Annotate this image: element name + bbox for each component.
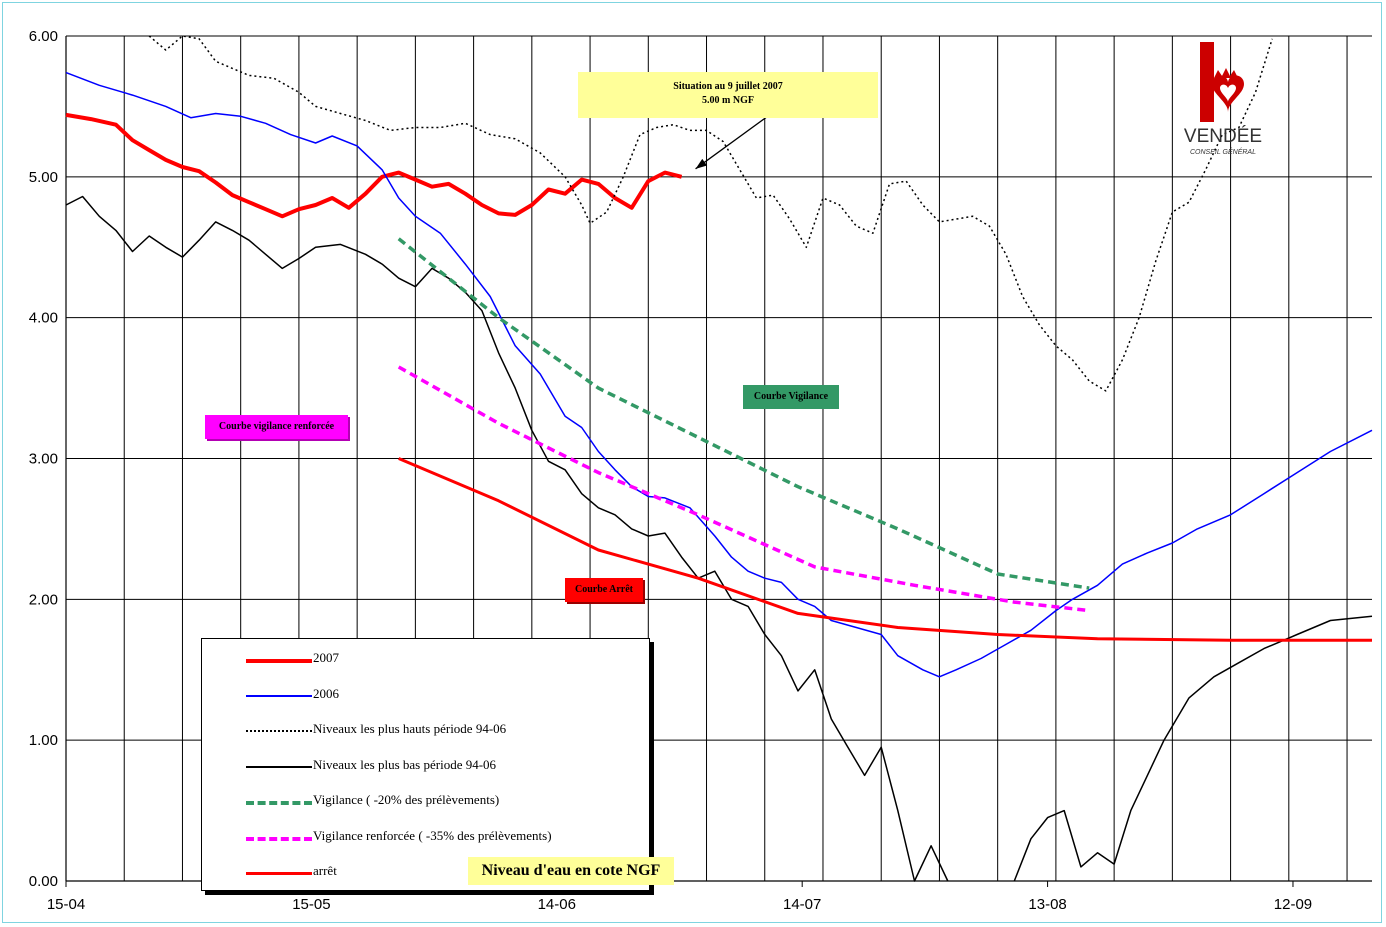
x-tick-label: 14-06 [538, 896, 576, 913]
x-tick-label: 15-05 [292, 896, 330, 913]
legend-label: Niveaux les plus hauts période 94-06 [313, 721, 507, 736]
series-line [65, 195, 949, 882]
series-line [397, 365, 1090, 613]
y-tick-label: 1.00 [29, 732, 58, 749]
niveau-label: Niveau d'eau en cote NGF [468, 857, 674, 885]
legend-item: 2006 [202, 685, 642, 705]
y-tick-label: 5.00 [29, 169, 58, 186]
legend-swatch [246, 765, 312, 768]
legend-swatch [246, 659, 312, 663]
y-tick-label: 3.00 [29, 451, 58, 468]
legend-label: Vigilance renforcée ( -35% des prélèveme… [313, 827, 552, 843]
x-tick-label: 13-08 [1028, 896, 1066, 913]
legend-swatch [246, 801, 312, 805]
legend-label: Vigilance ( -20% des prélèvements) [313, 792, 500, 807]
logo-name: VENDÉE [1183, 126, 1263, 147]
x-tick-label: 12-09 [1274, 896, 1312, 913]
legend-swatch [246, 872, 312, 875]
series-line [148, 35, 1273, 392]
legend-item: Niveaux les plus bas période 94-06 [202, 756, 642, 776]
series-line [65, 71, 1373, 678]
series-line [65, 112, 683, 219]
courbe-vigilance-renforcee-label: Courbe vigilance renforcée [205, 415, 348, 439]
legend-label: 2007 [313, 650, 339, 665]
y-tick-label: 2.00 [29, 591, 58, 608]
legend-label: arrêt [313, 863, 337, 878]
logo-subtitle: CONSEIL GÉNÉRAL [1189, 149, 1256, 156]
vendee-heart-crown-icon [1200, 42, 1244, 122]
legend-swatch [246, 730, 312, 732]
situation-arrowhead [695, 158, 708, 169]
legend-item: 2007 [202, 649, 642, 669]
legend-item: arrêt [202, 862, 642, 882]
chart-legend: 2007 2006 Niveaux les plus hauts période 9… [201, 638, 650, 891]
legend-item: Niveaux les plus hauts période 94-06 [202, 720, 642, 740]
series-line [398, 457, 1372, 642]
legend-item: Vigilance renforcée ( -35% des prélèveme… [202, 827, 642, 847]
legend-item: Vigilance ( -20% des prélèvements) [202, 791, 642, 811]
x-tick-label: 14-07 [783, 896, 821, 913]
situation-level: 5.00 m NGF [702, 95, 754, 106]
y-tick-label: 4.00 [29, 310, 58, 327]
vendee-logo: VENDÉE CONSEIL GÉNÉRAL [1168, 38, 1288, 168]
legend-swatch [246, 694, 312, 697]
series-line [1013, 615, 1373, 882]
x-tick-label: 15-04 [47, 896, 85, 913]
y-tick-label: 6.00 [29, 28, 58, 45]
legend-label: Niveaux les plus bas période 94-06 [313, 756, 497, 772]
legend-label: 2006 [313, 685, 339, 701]
situation-callout: Situation au 9 juillet 2007 5.00 m NGF [578, 72, 878, 118]
legend-swatch [246, 836, 312, 841]
y-tick-label: 0.00 [29, 873, 58, 890]
courbe-vigilance-label: Courbe Vigilance [743, 385, 839, 409]
situation-label: Situation au 9 juillet 2007 [673, 81, 783, 92]
courbe-arret-label: Courbe Arrêt [565, 578, 643, 602]
series-line [397, 237, 1090, 590]
